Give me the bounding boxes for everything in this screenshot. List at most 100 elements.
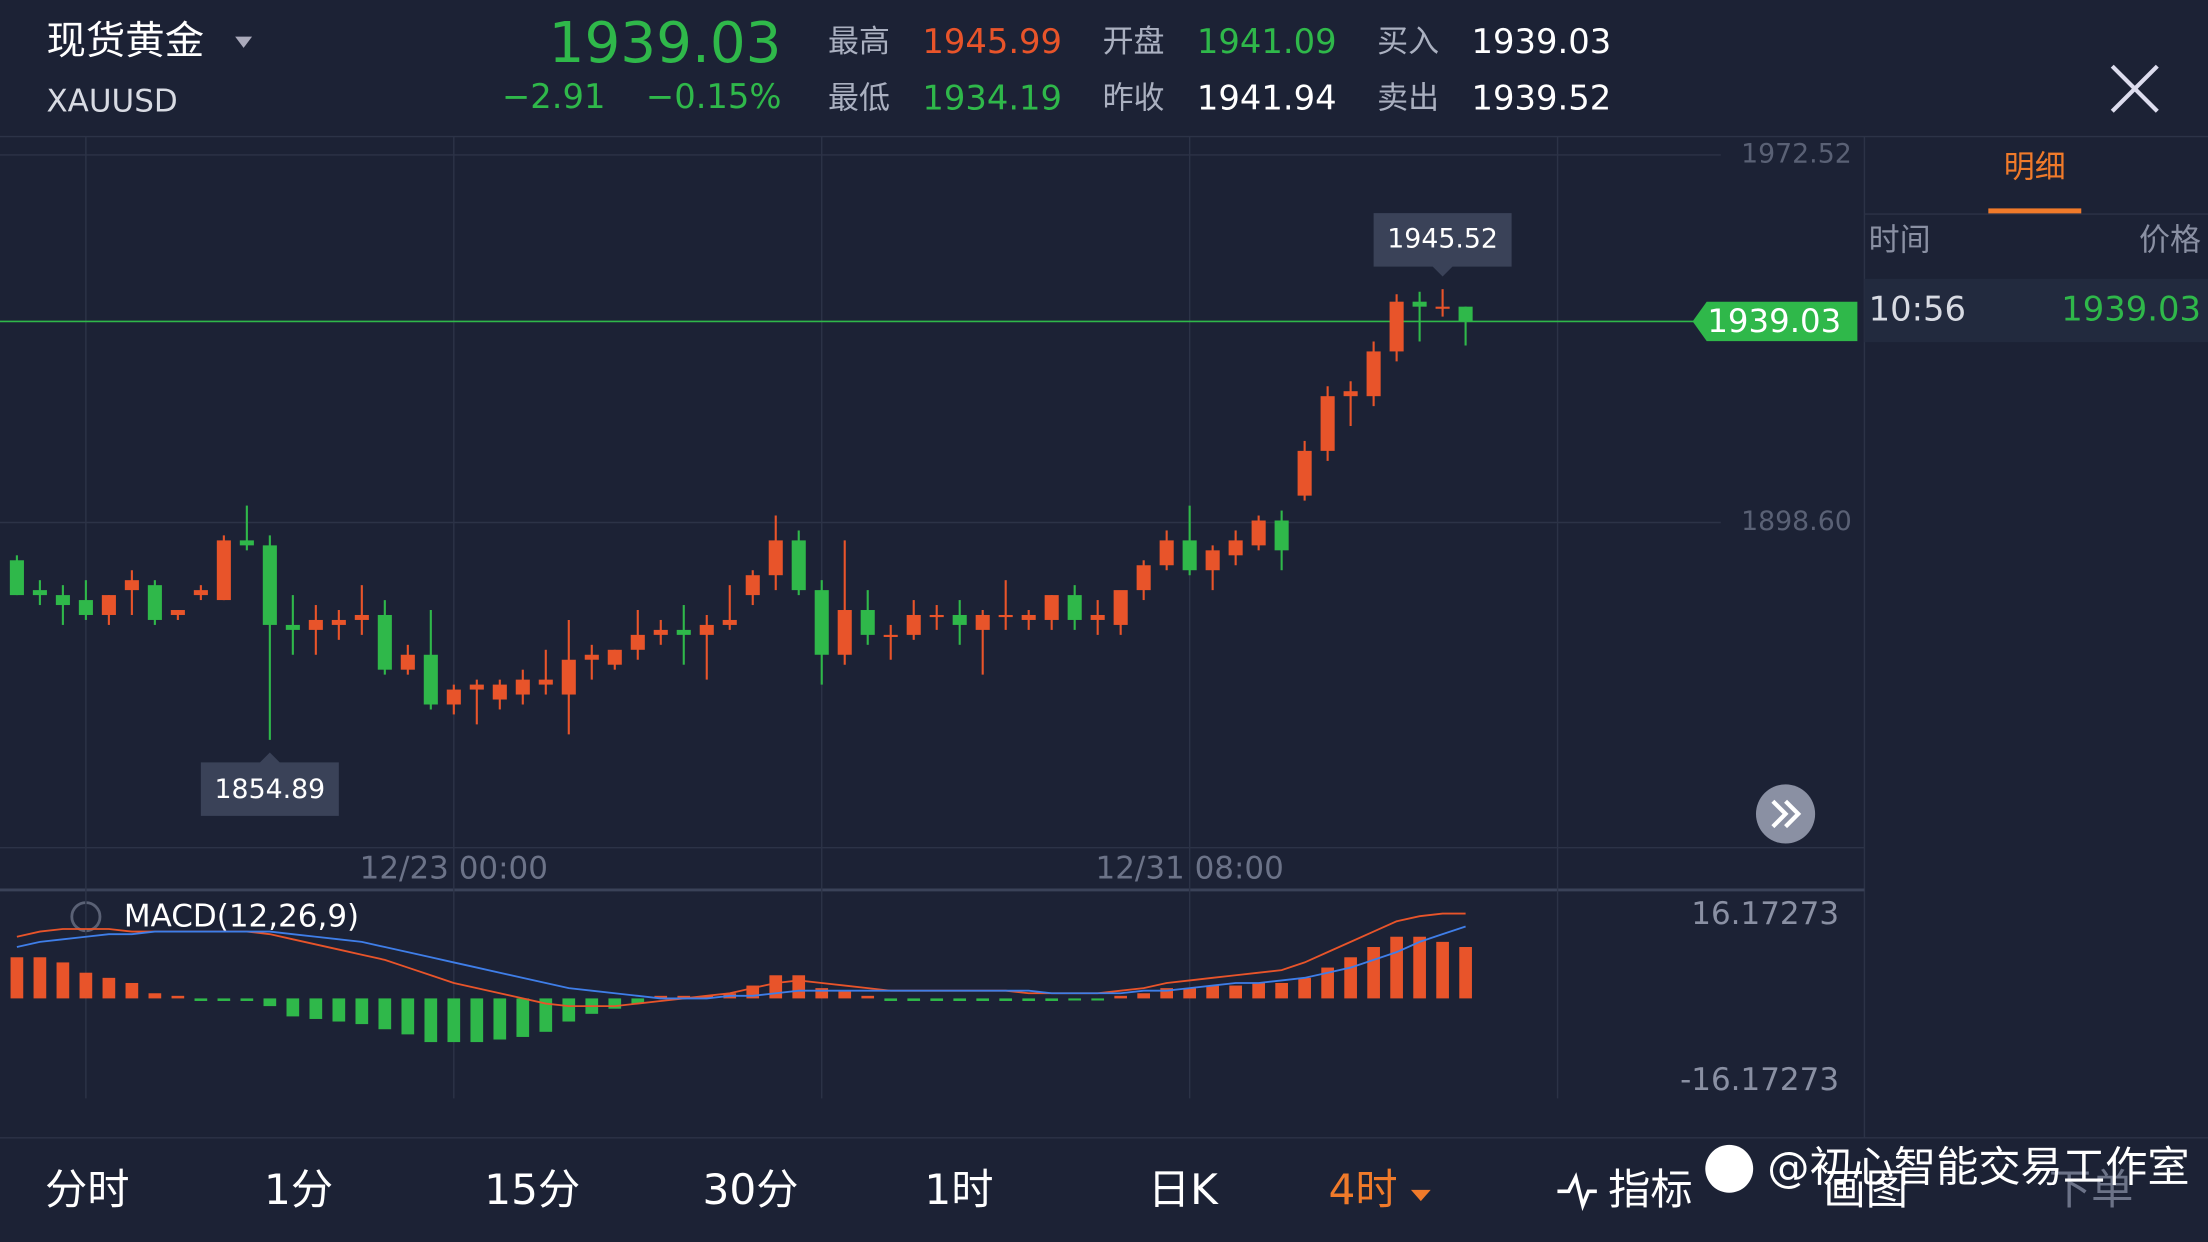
watermark-logo [1705, 1144, 1754, 1193]
candle-body [860, 610, 875, 635]
candle-body [837, 610, 852, 655]
candle-body [1136, 565, 1151, 591]
candle-body [423, 654, 438, 705]
candle-body [929, 614, 944, 618]
macd-bar [378, 998, 392, 1030]
candle-body [975, 614, 990, 630]
macd-bar [1045, 998, 1059, 1001]
macd-bar [1137, 993, 1151, 999]
y-tick-label: 1972.52 [1741, 138, 1852, 169]
period-tab[interactable]: 15分 [484, 1165, 580, 1214]
macd-bar [309, 998, 323, 1019]
macd-bar [907, 998, 921, 1001]
macd-bar [1022, 998, 1036, 1001]
candle-body [1435, 306, 1450, 309]
candle-body [1251, 520, 1266, 546]
macd-bar [56, 962, 70, 999]
watermark: @初心智能交易工作室 [1767, 1143, 2189, 1192]
candle-body [32, 590, 47, 596]
candle-body [1458, 306, 1473, 322]
macd-bar [1413, 936, 1426, 999]
low-callout [200, 752, 339, 816]
candle-body [170, 610, 185, 615]
candle-body [1228, 540, 1243, 556]
dropdown-arrow[interactable] [235, 36, 253, 48]
stat-label: 买入 [1377, 24, 1439, 60]
stat-label: 开盘 [1103, 24, 1165, 60]
macd-bar [148, 993, 162, 999]
candle-body [1044, 595, 1059, 620]
detail-tab[interactable]: 明细 [2004, 149, 2066, 185]
candle-body [630, 634, 645, 650]
stat-label: 卖出 [1377, 80, 1439, 116]
macd-bar [1160, 988, 1173, 999]
candle-body [791, 540, 806, 591]
macd-bar [999, 998, 1013, 1001]
candle-body [515, 679, 530, 695]
candle-body [699, 624, 714, 635]
stat-value: 1945.99 [922, 22, 1062, 61]
row-time: 10:56 [1869, 290, 1966, 329]
x-tick-label: 12/31 08:00 [1095, 851, 1283, 887]
candle-body [1113, 590, 1128, 625]
candle-body [1067, 595, 1082, 620]
candle-body [607, 649, 622, 665]
candle-body [1182, 540, 1197, 571]
price: 1939.03 [549, 11, 782, 76]
candle-body [814, 590, 829, 655]
candle-body [1366, 351, 1381, 397]
candle-body [1159, 540, 1174, 566]
macd-bar [769, 975, 783, 999]
macd-bar [1344, 957, 1357, 999]
tool-button[interactable]: 指标 [1608, 1165, 1692, 1214]
instrument-name[interactable]: 现货黄金 [46, 18, 204, 64]
candle-body [768, 540, 783, 576]
candle-body [78, 600, 93, 615]
macd-bar [470, 998, 484, 1043]
macd-bar [1252, 982, 1265, 999]
indicator-icon [1557, 1172, 1597, 1212]
candle-body [561, 659, 576, 695]
candle-body [1297, 450, 1312, 496]
period-tab[interactable]: 1分 [264, 1165, 333, 1214]
macd-bar [332, 998, 346, 1022]
stat-label: 昨收 [1103, 80, 1165, 116]
high-label: 1945.52 [1387, 223, 1498, 254]
macd-bar [953, 998, 967, 1001]
macd-bar [677, 995, 691, 999]
period-tab[interactable]: 4时 [1329, 1165, 1398, 1214]
candle-body [538, 679, 553, 685]
macd-bar [516, 998, 530, 1037]
macd-bar [1206, 985, 1219, 999]
macd-bar [838, 990, 852, 999]
candle-body [883, 634, 898, 637]
period-tab[interactable]: 30分 [703, 1165, 799, 1214]
macd-bar [79, 972, 93, 999]
symbol: XAUUSD [46, 83, 177, 119]
stat-value: 1939.52 [1472, 78, 1612, 117]
stat-value: 1934.19 [922, 78, 1062, 117]
close-button[interactable] [2110, 64, 2159, 113]
macd-bar [1068, 998, 1082, 1001]
period-tab[interactable]: 日K [1148, 1165, 1219, 1214]
period-tab[interactable]: 分时 [45, 1165, 129, 1214]
macd-tick-label: -16.17273 [1680, 1062, 1839, 1098]
high-callout [1373, 213, 1512, 277]
tool-button[interactable]: 画图 [1824, 1165, 1908, 1214]
macd-bar [125, 982, 139, 999]
candle-body [285, 624, 300, 630]
tool-button[interactable]: 下单 [2049, 1165, 2133, 1214]
macd-bar [33, 957, 47, 999]
macd-bar [1298, 977, 1311, 999]
candle-body [722, 619, 737, 625]
change: −2.91 [502, 77, 606, 116]
period-tab[interactable]: 1时 [924, 1165, 993, 1214]
stat-label: 最低 [828, 80, 890, 116]
candle-body [745, 575, 760, 596]
stat-value: 1941.94 [1197, 78, 1337, 117]
macd-bar [539, 998, 553, 1032]
macd-bar [217, 998, 231, 1001]
macd-bar [815, 988, 829, 999]
